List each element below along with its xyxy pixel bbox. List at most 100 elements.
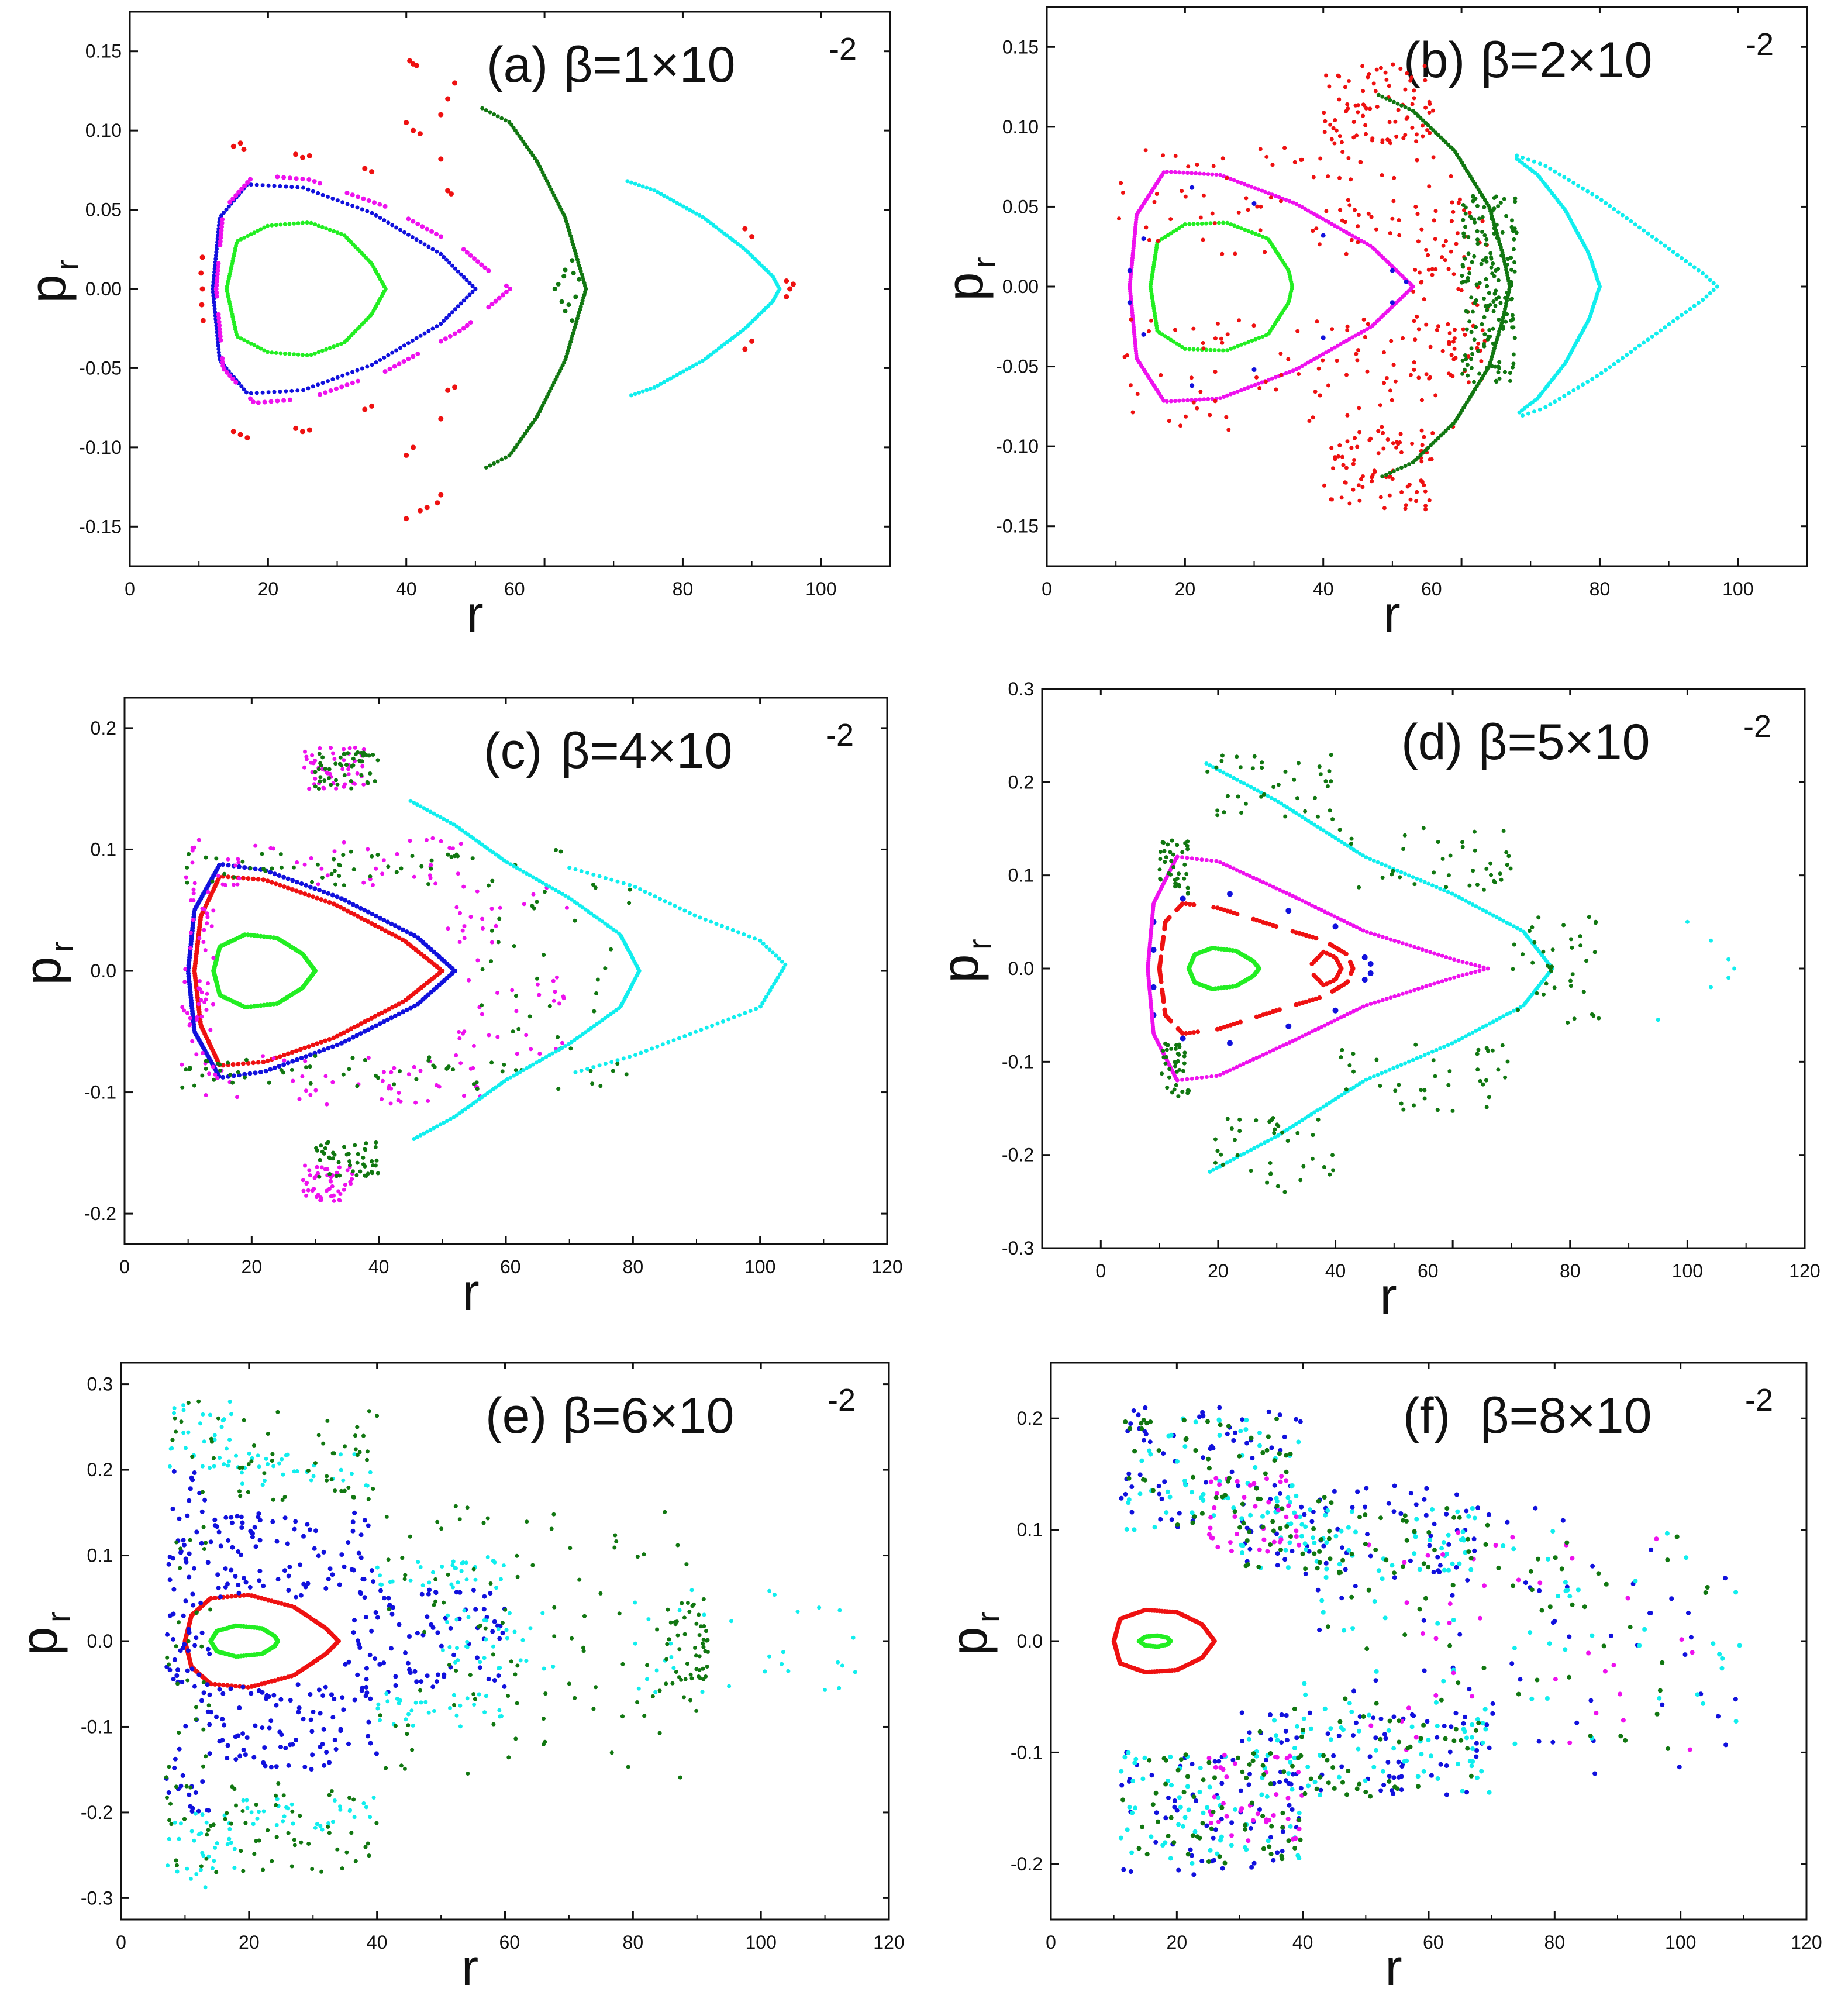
data-point xyxy=(1345,102,1350,106)
data-point xyxy=(434,232,439,237)
data-point xyxy=(784,278,789,284)
data-point xyxy=(1303,1116,1308,1121)
data-point xyxy=(211,287,215,291)
data-point xyxy=(512,864,516,869)
data-point xyxy=(1291,200,1295,205)
panel-e: 0 20 40 80 100 120-0.3-0.2-0.10.00.10.20.3r 60… xyxy=(10,1362,905,1996)
data-point xyxy=(1366,322,1370,326)
data-point xyxy=(1259,790,1263,795)
data-point xyxy=(1189,375,1194,380)
data-point xyxy=(1239,388,1243,392)
data-point xyxy=(527,1014,532,1019)
data-point xyxy=(1388,388,1392,393)
data-point xyxy=(1266,1139,1270,1143)
data-point xyxy=(1318,156,1323,161)
data-point xyxy=(365,364,370,369)
data-point xyxy=(312,1176,317,1180)
data-point xyxy=(1333,118,1337,122)
data-point xyxy=(1236,225,1240,229)
data-point xyxy=(342,1030,347,1035)
data-point xyxy=(1356,348,1361,353)
data-point xyxy=(1173,154,1178,158)
data-point xyxy=(215,1061,220,1066)
data-point xyxy=(1375,1073,1380,1077)
data-point xyxy=(339,384,344,390)
data-point xyxy=(415,1135,419,1139)
data-point xyxy=(236,1062,241,1067)
x-tick-label: 40 xyxy=(1325,1260,1346,1281)
data-point xyxy=(310,1188,315,1193)
data-point xyxy=(1388,995,1393,1000)
data-point xyxy=(445,96,451,102)
data-point xyxy=(452,80,457,86)
data-point xyxy=(1283,814,1288,819)
data-point xyxy=(308,884,313,890)
data-point xyxy=(1159,954,1164,960)
data-point xyxy=(1430,431,1435,435)
y-tick-label: 0.1 xyxy=(91,839,116,860)
data-point xyxy=(1315,814,1320,819)
data-point xyxy=(1401,336,1405,340)
data-point xyxy=(628,887,632,892)
data-point xyxy=(1412,88,1416,93)
x-tick-label: 20 xyxy=(1208,1260,1229,1281)
data-point xyxy=(1167,915,1172,920)
data-point xyxy=(1413,267,1418,272)
data-point xyxy=(380,1097,384,1101)
data-point xyxy=(243,1075,247,1080)
data-point xyxy=(368,874,373,878)
data-point xyxy=(199,998,204,1002)
data-point xyxy=(204,1008,209,1012)
data-point xyxy=(1236,344,1240,349)
data-point xyxy=(251,1060,256,1066)
data-point xyxy=(475,958,480,963)
data-point xyxy=(1279,801,1284,806)
data-point xyxy=(1688,306,1692,311)
data-point xyxy=(1446,890,1450,894)
data-point xyxy=(1156,239,1160,243)
data-point xyxy=(1402,833,1407,838)
data-point xyxy=(484,465,488,470)
data-point xyxy=(527,873,532,878)
data-point xyxy=(671,199,676,204)
data-point xyxy=(1221,770,1226,775)
data-point xyxy=(415,1001,420,1007)
data-point xyxy=(1351,1085,1356,1090)
data-point xyxy=(330,197,335,201)
data-point xyxy=(204,1093,208,1097)
data-point xyxy=(512,1073,516,1078)
data-point xyxy=(694,362,699,367)
data-point xyxy=(1383,1069,1388,1074)
data-point xyxy=(1493,304,1498,308)
data-point xyxy=(1460,263,1465,267)
data-point xyxy=(1446,1083,1451,1087)
data-point xyxy=(1235,868,1239,873)
data-point xyxy=(1498,916,1502,921)
data-point xyxy=(1366,75,1370,80)
data-point xyxy=(1422,1053,1427,1057)
data-point xyxy=(1342,1014,1346,1018)
data-point xyxy=(1391,441,1395,446)
y-tick-label: 0.05 xyxy=(85,199,122,220)
data-point xyxy=(1423,504,1428,508)
data-point xyxy=(345,908,350,914)
data-point xyxy=(349,779,353,783)
data-point xyxy=(1346,156,1351,160)
data-point xyxy=(1446,143,1451,147)
data-point xyxy=(1424,949,1429,953)
y-axis-label-sub: r xyxy=(49,259,85,270)
data-point xyxy=(1454,242,1459,246)
data-point xyxy=(638,887,643,891)
data-point xyxy=(1487,1021,1492,1026)
data-point xyxy=(1321,352,1325,357)
x-tick-label: 40 xyxy=(367,1932,388,1953)
data-point xyxy=(265,1058,270,1063)
data-point xyxy=(1373,89,1378,94)
data-point xyxy=(204,997,208,1002)
data-point xyxy=(1177,398,1181,403)
data-point xyxy=(1426,1051,1431,1056)
x-axis-label: r xyxy=(1383,585,1400,643)
data-point xyxy=(1209,1074,1214,1078)
data-point xyxy=(298,890,303,895)
data-point xyxy=(224,207,229,212)
